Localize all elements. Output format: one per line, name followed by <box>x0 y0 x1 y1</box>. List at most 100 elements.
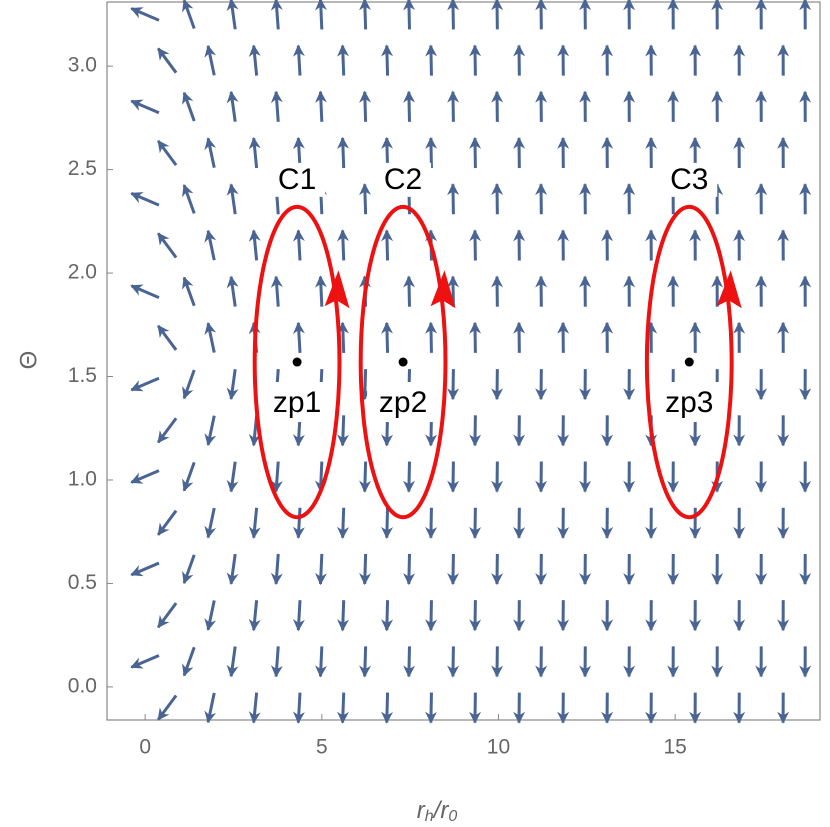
field-arrow <box>130 469 160 484</box>
field-arrow <box>204 137 217 169</box>
y-tick-label: 0.5 <box>68 571 97 594</box>
field-arrow <box>130 376 160 392</box>
vector-field <box>130 0 812 724</box>
field-arrow <box>359 183 372 215</box>
field-arrow <box>204 600 217 632</box>
field-arrow <box>182 276 196 307</box>
y-tick-label: 1.0 <box>68 468 97 491</box>
field-arrow <box>226 90 239 122</box>
field-arrow <box>292 507 305 539</box>
field-arrow <box>425 321 438 353</box>
field-arrow <box>403 0 416 30</box>
field-arrow <box>130 191 160 207</box>
field-arrow <box>182 461 196 492</box>
field-arrow <box>248 229 261 261</box>
field-arrow <box>337 600 350 632</box>
y-axis-label: Θ <box>15 351 42 370</box>
field-arrow <box>226 369 239 401</box>
field-arrow <box>270 90 283 122</box>
field-arrow <box>226 275 239 307</box>
label-bg <box>653 382 726 423</box>
field-arrow <box>292 600 305 632</box>
field-arrow <box>359 461 372 493</box>
field-arrow <box>157 694 178 721</box>
field-arrow <box>337 321 350 353</box>
x-tick-label: 15 <box>663 736 686 759</box>
field-arrow <box>226 183 239 215</box>
field-arrow <box>337 44 350 76</box>
zero-point-label: zp3 <box>665 386 713 419</box>
contour <box>252 204 342 520</box>
field-arrow <box>204 229 217 261</box>
field-arrow <box>130 284 160 299</box>
field-arrow <box>130 99 160 115</box>
field-arrow <box>248 600 261 632</box>
field-arrow <box>337 229 350 261</box>
field-arrow <box>359 0 372 30</box>
contour <box>358 204 448 520</box>
contour-label: C2 <box>384 163 422 196</box>
field-arrow <box>226 646 239 678</box>
y-tick-label: 2.0 <box>68 261 97 284</box>
field-arrow <box>292 692 305 724</box>
field-arrow <box>157 324 178 351</box>
field-arrow <box>337 692 350 724</box>
field-arrow <box>182 91 196 122</box>
field-arrow <box>425 692 438 724</box>
field-arrow <box>314 275 327 307</box>
field-arrow <box>314 553 327 586</box>
contour-label: C3 <box>670 163 708 196</box>
field-arrow <box>381 507 394 539</box>
field-arrow <box>292 321 305 353</box>
label-bg <box>661 162 718 197</box>
x-tick-label: 0 <box>139 736 151 759</box>
field-arrow <box>157 509 178 536</box>
contour-arrowhead <box>324 270 350 309</box>
zero-point-label: zp1 <box>273 386 321 419</box>
field-arrow <box>403 90 416 122</box>
field-arrow <box>204 415 217 447</box>
field-arrow <box>270 0 283 30</box>
y-tick-label: 0.0 <box>68 674 97 697</box>
field-arrow <box>359 646 372 678</box>
field-arrow <box>182 0 196 30</box>
field-arrow <box>182 184 196 214</box>
field-arrow <box>403 646 416 678</box>
field-arrow <box>337 507 350 539</box>
field-arrow <box>314 0 327 30</box>
field-arrow <box>204 692 217 724</box>
field-arrow <box>204 44 217 76</box>
field-arrow <box>226 0 239 30</box>
field-arrow <box>226 553 239 585</box>
field-arrow <box>182 369 196 400</box>
field-arrow <box>337 415 350 447</box>
field-arrow <box>182 554 196 585</box>
field-arrow <box>157 417 178 444</box>
field-arrow <box>425 44 438 76</box>
field-arrow <box>157 47 178 74</box>
y-tick-label: 3.0 <box>68 54 97 77</box>
zero-point-label: zp2 <box>379 386 427 419</box>
field-arrow <box>292 44 305 76</box>
field-arrow <box>359 90 372 122</box>
field-arrow <box>157 602 178 629</box>
field-arrow <box>359 553 372 586</box>
contour-arrowhead <box>716 270 742 309</box>
field-arrow <box>130 561 160 577</box>
label-bg <box>261 382 334 423</box>
field-arrow <box>270 553 283 586</box>
field-arrow <box>130 654 160 669</box>
field-arrow <box>314 90 327 122</box>
field-arrow <box>359 369 372 401</box>
field-arrow <box>403 461 416 493</box>
field-arrow <box>248 44 261 76</box>
label-bg <box>375 162 432 197</box>
x-tick-label: 10 <box>487 736 510 759</box>
field-arrow <box>381 600 394 632</box>
field-arrow <box>381 321 394 353</box>
contour-arrowhead <box>430 270 456 309</box>
field-arrow <box>337 136 350 169</box>
x-tick-label: 5 <box>316 736 328 759</box>
field-arrow <box>403 275 416 307</box>
